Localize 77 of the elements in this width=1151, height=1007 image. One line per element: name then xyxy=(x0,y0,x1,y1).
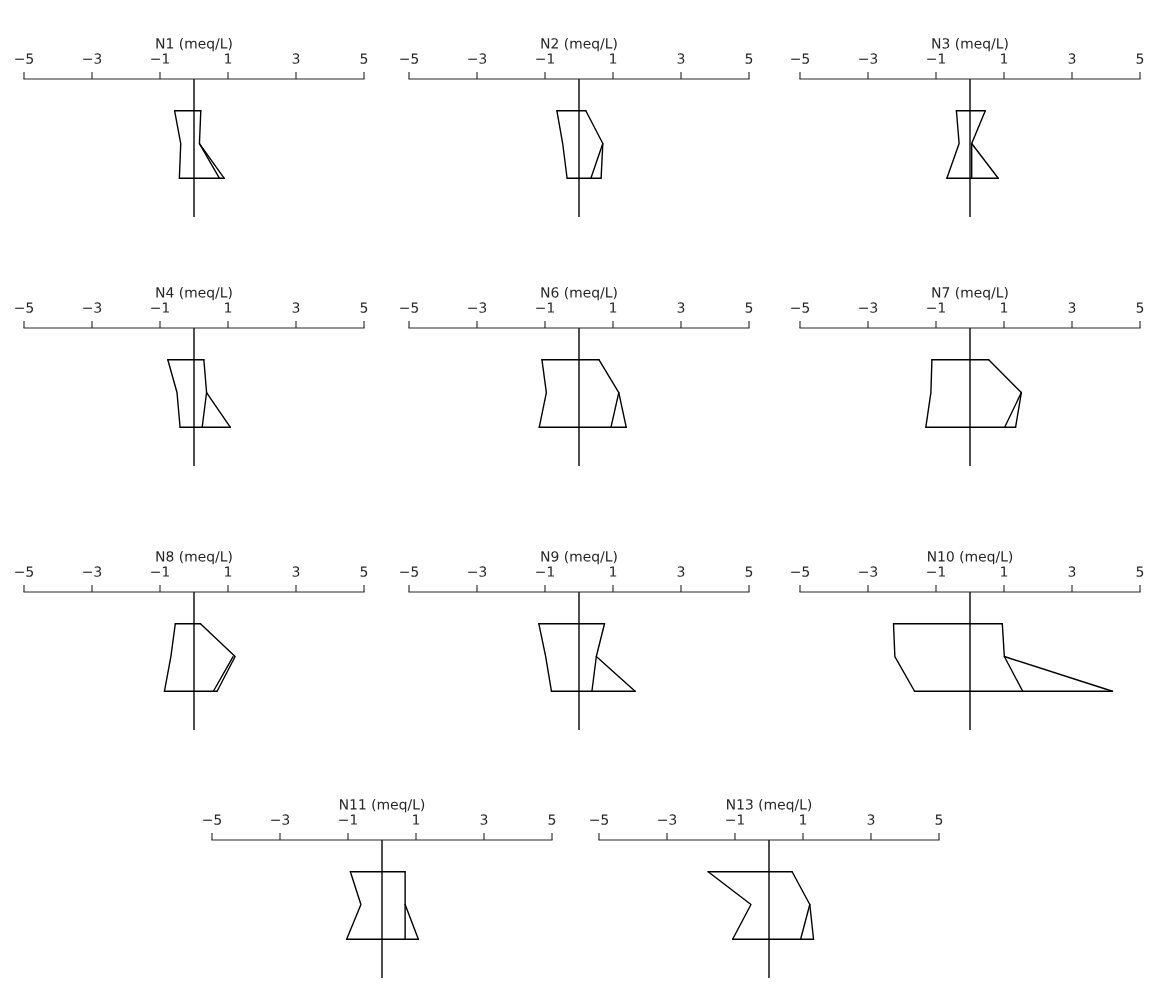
x-tick-label: 3 xyxy=(867,814,875,825)
chart-title: N13 (meq/L) xyxy=(727,798,812,813)
x-tick-label: 1 xyxy=(1001,53,1008,64)
x-tick-label: 3 xyxy=(292,302,300,313)
chart-title: N8 (meq/L) xyxy=(156,550,232,565)
x-tick-label: −5 xyxy=(400,53,419,64)
x-tick-label: 5 xyxy=(1136,53,1144,64)
x-tick-label: −1 xyxy=(151,566,169,577)
x-tick-label: −3 xyxy=(83,302,102,313)
x-tick-label: 3 xyxy=(480,814,488,825)
x-tick-label: −1 xyxy=(151,53,169,64)
chart-title: N11 (meq/L) xyxy=(340,798,425,813)
x-tick-label: 1 xyxy=(1001,566,1008,577)
x-tick-label: 5 xyxy=(360,53,368,64)
chart-title: N3 (meq/L) xyxy=(932,37,1008,52)
x-tick-label: 5 xyxy=(548,814,556,825)
x-tick-label: 1 xyxy=(610,566,617,577)
x-tick-label: 3 xyxy=(1068,302,1076,313)
x-tick-label: −5 xyxy=(15,53,34,64)
x-tick-label: 1 xyxy=(1001,302,1008,313)
x-tick-label: 5 xyxy=(935,814,943,825)
x-tick-label: −3 xyxy=(83,53,102,64)
x-tick-label: −5 xyxy=(400,302,419,313)
x-tick-label: 1 xyxy=(800,814,807,825)
x-tick-label: 3 xyxy=(292,566,300,577)
x-tick-label: −3 xyxy=(271,814,290,825)
x-tick-label: 5 xyxy=(360,302,368,313)
x-tick-label: −1 xyxy=(536,566,554,577)
x-tick-label: 3 xyxy=(1068,566,1076,577)
chart-title: N4 (meq/L) xyxy=(156,286,232,301)
x-tick-label: 1 xyxy=(413,814,420,825)
x-tick-label: −5 xyxy=(15,302,34,313)
x-tick-label: −5 xyxy=(791,302,810,313)
x-tick-label: 1 xyxy=(610,302,617,313)
x-tick-label: −1 xyxy=(536,53,554,64)
x-tick-label: −1 xyxy=(927,302,945,313)
x-tick-label: 1 xyxy=(225,53,232,64)
chart-title: N6 (meq/L) xyxy=(541,286,617,301)
x-tick-label: −3 xyxy=(859,302,878,313)
x-tick-label: −3 xyxy=(468,302,487,313)
x-tick-label: −1 xyxy=(536,302,554,313)
x-tick-label: −3 xyxy=(658,814,677,825)
x-tick-label: 5 xyxy=(1136,302,1144,313)
x-tick-label: −5 xyxy=(203,814,222,825)
x-tick-label: 1 xyxy=(225,566,232,577)
chart-title: N1 (meq/L) xyxy=(156,37,232,52)
x-tick-label: 3 xyxy=(677,302,685,313)
x-tick-label: −5 xyxy=(791,566,810,577)
x-tick-label: −5 xyxy=(791,53,810,64)
x-tick-label: 5 xyxy=(745,302,753,313)
x-tick-label: 3 xyxy=(677,53,685,64)
x-tick-label: 1 xyxy=(225,302,232,313)
x-tick-label: −3 xyxy=(859,566,878,577)
chart-title: N2 (meq/L) xyxy=(541,37,617,52)
x-tick-label: −3 xyxy=(468,53,487,64)
x-tick-label: −1 xyxy=(339,814,357,825)
chart-title: N10 (meq/L) xyxy=(928,550,1013,565)
x-tick-label: −1 xyxy=(151,302,169,313)
x-tick-label: −5 xyxy=(400,566,419,577)
x-tick-label: −3 xyxy=(468,566,487,577)
x-tick-label: −5 xyxy=(590,814,609,825)
chart-title: N7 (meq/L) xyxy=(932,286,1008,301)
chart-title: N9 (meq/L) xyxy=(541,550,617,565)
x-tick-label: 5 xyxy=(360,566,368,577)
x-tick-label: 3 xyxy=(1068,53,1076,64)
x-tick-label: 3 xyxy=(677,566,685,577)
x-tick-label: −1 xyxy=(927,53,945,64)
x-tick-label: −1 xyxy=(726,814,744,825)
x-tick-label: 5 xyxy=(745,566,753,577)
x-tick-label: −3 xyxy=(83,566,102,577)
x-tick-label: 5 xyxy=(1136,566,1144,577)
x-tick-label: −1 xyxy=(927,566,945,577)
x-tick-label: 3 xyxy=(292,53,300,64)
x-tick-label: 5 xyxy=(745,53,753,64)
x-tick-label: −5 xyxy=(15,566,34,577)
x-tick-label: 1 xyxy=(610,53,617,64)
x-tick-label: −3 xyxy=(859,53,878,64)
